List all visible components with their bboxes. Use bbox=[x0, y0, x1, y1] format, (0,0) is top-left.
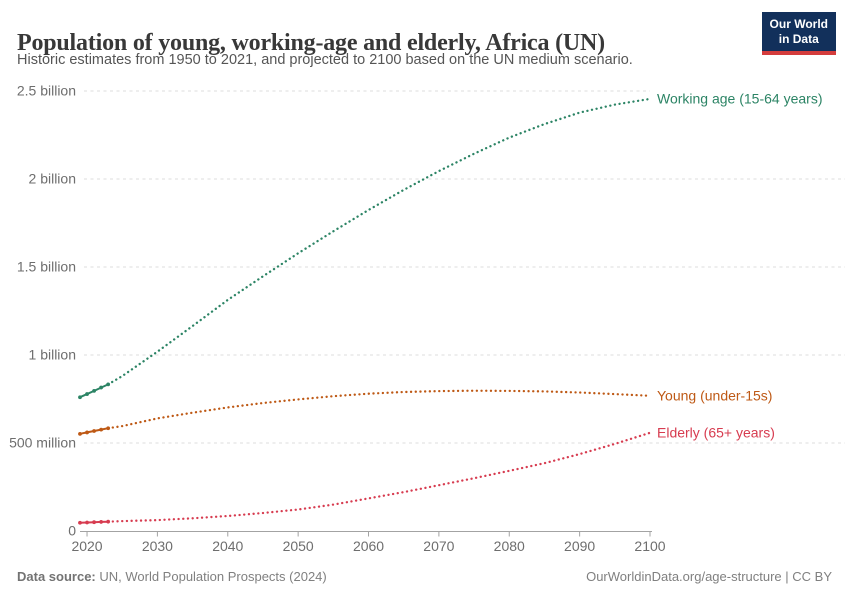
credit-link[interactable]: OurWorldinData.org/age-structure | CC BY bbox=[586, 569, 832, 584]
x-axis-tick-label: 2050 bbox=[283, 538, 314, 554]
y-axis-tick-label: 0 bbox=[68, 523, 76, 539]
data-source-text: UN, World Population Prospects (2024) bbox=[95, 569, 327, 584]
page-title: Population of young, working-age and eld… bbox=[17, 30, 605, 57]
chart-subtitle: Historic estimates from 1950 to 2021, an… bbox=[17, 52, 633, 68]
owid-logo[interactable]: Our World in Data bbox=[761, 12, 836, 55]
x-axis-tick-label: 2080 bbox=[494, 538, 525, 554]
owid-logo-line1: Our World bbox=[769, 17, 828, 31]
owid-logo-line2: in Data bbox=[778, 32, 819, 46]
y-axis-tick-label: 1.5 billion bbox=[17, 259, 76, 275]
y-axis-tick-label: 500 million bbox=[9, 435, 76, 451]
series-label-elderly-65-years: Elderly (65+ years) bbox=[657, 424, 775, 440]
data-source-label: Data source: bbox=[17, 569, 96, 584]
series-point-working-age-15-64-years bbox=[85, 392, 89, 396]
data-source: Data source: UN, World Population Prospe… bbox=[17, 569, 327, 584]
series-point-elderly-65-years bbox=[99, 520, 104, 524]
series-point-elderly-65-years bbox=[92, 520, 96, 525]
series-point-young-under-15s bbox=[92, 429, 96, 433]
series-point-elderly-65-years bbox=[85, 520, 89, 525]
series-point-elderly-65-years bbox=[78, 520, 82, 525]
series-point-working-age-15-64-years bbox=[99, 385, 104, 390]
series-point-working-age-15-64-years bbox=[78, 395, 82, 400]
series-point-young-under-15s bbox=[85, 430, 89, 435]
x-axis-tick-label: 2020 bbox=[71, 538, 102, 554]
series-label-young-under-15s: Young (under-15s) bbox=[657, 387, 772, 403]
y-axis-tick-label: 2.5 billion bbox=[17, 83, 76, 99]
series-point-working-age-15-64-years bbox=[92, 389, 96, 393]
series-projection-line-working-age-15-64-years bbox=[106, 97, 652, 386]
x-axis-tick-label: 2060 bbox=[353, 538, 384, 554]
x-axis-tick-label: 2040 bbox=[212, 538, 243, 554]
series-label-working-age-15-64-years: Working age (15-64 years) bbox=[657, 90, 822, 106]
x-axis-tick-label: 2030 bbox=[142, 538, 173, 554]
x-axis-tick-label: 2100 bbox=[634, 538, 665, 554]
y-axis-tick-label: 1 billion bbox=[29, 347, 76, 363]
series-point-young-under-15s bbox=[78, 431, 82, 436]
x-axis-tick-label: 2090 bbox=[564, 538, 595, 554]
series-projection-line-elderly-65-years bbox=[106, 431, 652, 523]
y-axis-tick-label: 2 billion bbox=[29, 171, 76, 187]
chart-footer: Data source: UN, World Population Prospe… bbox=[17, 569, 832, 584]
x-axis-tick-label: 2070 bbox=[423, 538, 454, 554]
series-point-young-under-15s bbox=[99, 427, 104, 432]
series-projection-line-young-under-15s bbox=[106, 389, 652, 430]
